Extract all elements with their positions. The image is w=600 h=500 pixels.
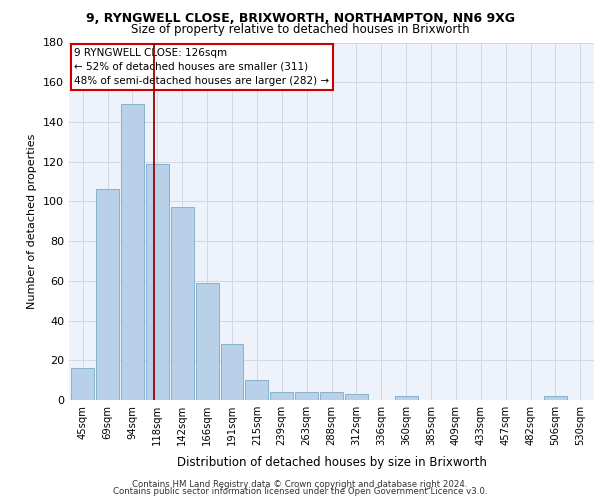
Text: 9, RYNGWELL CLOSE, BRIXWORTH, NORTHAMPTON, NN6 9XG: 9, RYNGWELL CLOSE, BRIXWORTH, NORTHAMPTO… xyxy=(86,12,515,26)
Bar xyxy=(146,164,169,400)
Text: Size of property relative to detached houses in Brixworth: Size of property relative to detached ho… xyxy=(131,22,469,36)
X-axis label: Distribution of detached houses by size in Brixworth: Distribution of detached houses by size … xyxy=(176,456,487,469)
Bar xyxy=(121,104,144,400)
Bar xyxy=(196,283,218,400)
Bar xyxy=(395,396,418,400)
Text: Contains public sector information licensed under the Open Government Licence v3: Contains public sector information licen… xyxy=(113,487,487,496)
Bar xyxy=(245,380,268,400)
Bar xyxy=(320,392,343,400)
Bar xyxy=(295,392,318,400)
Bar xyxy=(221,344,244,400)
Bar xyxy=(270,392,293,400)
Bar xyxy=(96,190,119,400)
Bar xyxy=(345,394,368,400)
Bar xyxy=(544,396,567,400)
Bar xyxy=(71,368,94,400)
Text: 9 RYNGWELL CLOSE: 126sqm
← 52% of detached houses are smaller (311)
48% of semi-: 9 RYNGWELL CLOSE: 126sqm ← 52% of detach… xyxy=(74,48,329,86)
Text: Contains HM Land Registry data © Crown copyright and database right 2024.: Contains HM Land Registry data © Crown c… xyxy=(132,480,468,489)
Y-axis label: Number of detached properties: Number of detached properties xyxy=(28,134,37,309)
Bar xyxy=(171,208,194,400)
